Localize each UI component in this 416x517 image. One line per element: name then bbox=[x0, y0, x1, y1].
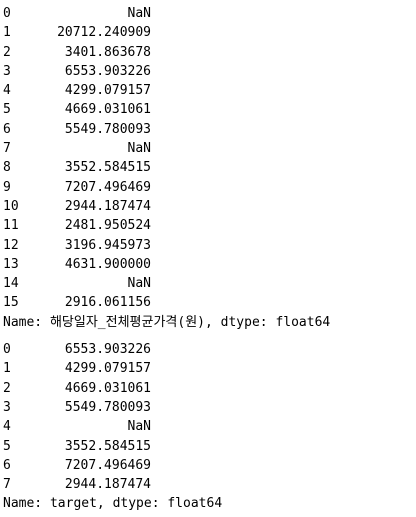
series-row: 0 NaN bbox=[3, 4, 408, 23]
row-value: 4299.079157 bbox=[64, 83, 151, 99]
row-index: 5 bbox=[3, 102, 11, 118]
row-value: 3196.945973 bbox=[64, 237, 151, 253]
row-index: 0 bbox=[3, 6, 11, 21]
row-index: 9 bbox=[3, 179, 11, 195]
row-index: 0 bbox=[3, 342, 11, 358]
series-row: 4 4299.079157 bbox=[3, 81, 408, 100]
row-index: 11 bbox=[3, 218, 19, 234]
series-row: 1 4299.079157 bbox=[3, 359, 408, 378]
row-value: 6553.903226 bbox=[64, 342, 151, 358]
series-row: 15 2916.061156 bbox=[3, 293, 408, 312]
series-row: 1 20712.240909 bbox=[3, 23, 408, 42]
series-row: 2 3401.863678 bbox=[3, 43, 408, 62]
series-footer: Name: 해당일자_전체평균가격(원), dtype: float64 bbox=[3, 314, 331, 330]
row-value: NaN bbox=[127, 276, 151, 292]
series-row: 2 4669.031061 bbox=[3, 379, 408, 398]
series-row: 7 2944.187474 bbox=[3, 475, 408, 494]
row-index: 15 bbox=[3, 295, 19, 311]
row-value: 4669.031061 bbox=[64, 380, 151, 396]
row-value: 2944.187474 bbox=[64, 477, 151, 493]
series-row: 12 3196.945973 bbox=[3, 236, 408, 255]
row-index: 8 bbox=[3, 160, 11, 176]
row-index: 6 bbox=[3, 121, 11, 137]
row-value: NaN bbox=[127, 419, 151, 435]
series-row: 5 3552.584515 bbox=[3, 437, 408, 456]
row-index: 14 bbox=[3, 276, 19, 292]
series-row: 7 NaN bbox=[3, 139, 408, 158]
row-value: 4299.079157 bbox=[64, 361, 151, 377]
row-value: 7207.496469 bbox=[64, 179, 151, 195]
row-index: 3 bbox=[3, 63, 11, 79]
series-row: 3 5549.780093 bbox=[3, 398, 408, 417]
series-row: 4 NaN bbox=[3, 417, 408, 436]
series-row: 14 NaN bbox=[3, 274, 408, 293]
series-footer: Name: target, dtype: float64 bbox=[3, 496, 223, 512]
row-value: 20712.240909 bbox=[57, 25, 151, 41]
series-row: 8 3552.584515 bbox=[3, 158, 408, 177]
row-value: 4631.900000 bbox=[64, 256, 151, 272]
row-value: 7207.496469 bbox=[64, 457, 151, 473]
row-index: 7 bbox=[3, 141, 11, 157]
row-value: 2916.061156 bbox=[64, 295, 151, 311]
row-value: 2944.187474 bbox=[64, 198, 151, 214]
series-row: 9 7207.496469 bbox=[3, 178, 408, 197]
row-index: 13 bbox=[3, 256, 19, 272]
row-index: 6 bbox=[3, 457, 11, 473]
row-value: 4669.031061 bbox=[64, 102, 151, 118]
series-row: 13 4631.900000 bbox=[3, 255, 408, 274]
row-value: 5549.780093 bbox=[64, 399, 151, 415]
row-index: 4 bbox=[3, 83, 11, 99]
row-index: 1 bbox=[3, 361, 11, 377]
row-index: 3 bbox=[3, 399, 11, 415]
series-row: 0 6553.903226 bbox=[3, 340, 408, 359]
row-index: 4 bbox=[3, 419, 11, 435]
series-output-2: 0 6553.903226 1 4299.079157 2 4669.031061 3… bbox=[3, 340, 408, 514]
row-value: 3401.863678 bbox=[64, 44, 151, 60]
series-row: 6 7207.496469 bbox=[3, 456, 408, 475]
series-row: 3 6553.903226 bbox=[3, 62, 408, 81]
row-value: 2481.950524 bbox=[64, 218, 151, 234]
row-index: 5 bbox=[3, 438, 11, 454]
series-row: 5 4669.031061 bbox=[3, 100, 408, 119]
series-row: 6 5549.780093 bbox=[3, 120, 408, 139]
row-value: 3552.584515 bbox=[64, 438, 151, 454]
row-value: 6553.903226 bbox=[64, 63, 151, 79]
row-index: 7 bbox=[3, 477, 11, 493]
row-value: 5549.780093 bbox=[64, 121, 151, 137]
row-index: 2 bbox=[3, 44, 11, 60]
row-value: 3552.584515 bbox=[64, 160, 151, 176]
row-value: NaN bbox=[127, 6, 151, 21]
series-row: 11 2481.950524 bbox=[3, 216, 408, 235]
notebook-output: 0 NaN 1 20712.240909 2 3401.863678 3 6553.90… bbox=[3, 4, 408, 514]
row-index: 1 bbox=[3, 25, 11, 41]
row-value: NaN bbox=[127, 141, 151, 157]
row-index: 2 bbox=[3, 380, 11, 396]
series-output-1: 0 NaN 1 20712.240909 2 3401.863678 3 6553.90… bbox=[3, 4, 408, 332]
row-index: 12 bbox=[3, 237, 19, 253]
row-index: 10 bbox=[3, 198, 19, 214]
series-row: 10 2944.187474 bbox=[3, 197, 408, 216]
